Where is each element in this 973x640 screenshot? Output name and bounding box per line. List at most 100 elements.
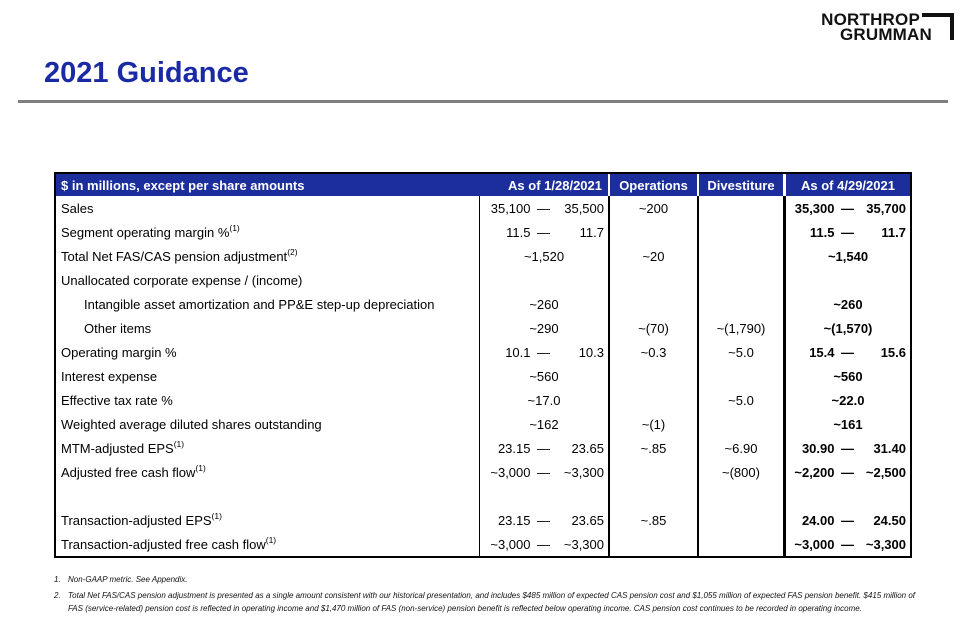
- range-dash: —: [841, 200, 854, 216]
- range-low-value: 10.1: [505, 344, 531, 360]
- cell-as-of-4-29-2021: [783, 268, 910, 292]
- range-dash: —: [537, 536, 550, 552]
- cell-as-of-4-29-2021: 15.4 — 15.6: [783, 340, 910, 364]
- range-dash: —: [537, 512, 550, 528]
- row-label: Effective tax rate %: [56, 388, 479, 412]
- range-low-value: ~3,000: [490, 464, 531, 480]
- row-label-text: Other items: [84, 320, 152, 336]
- footnote-number: 2.: [54, 591, 61, 600]
- range-dash: —: [841, 344, 854, 360]
- cell-as-of-4-29-2021: 30.90 — 31.40: [783, 436, 910, 460]
- range-high-value: 31.40: [873, 440, 906, 456]
- guidance-table-body: Sales 35,100 — 35,500 ~200 35,300 — 35,700 Segme…: [56, 196, 910, 556]
- cell-value: ~5.0: [728, 344, 754, 360]
- cell-value: ~22.0: [831, 392, 865, 408]
- cell-value: ~1,540: [827, 248, 869, 264]
- cell-operations: ~(1): [608, 412, 697, 436]
- cell-operations: [608, 460, 697, 484]
- cell-divestiture: ~6.90: [697, 436, 783, 460]
- cell-divestiture: [697, 484, 783, 508]
- cell-divestiture: [697, 364, 783, 388]
- cell-divestiture: [697, 292, 783, 316]
- row-label-text: Transaction-adjusted EPS: [61, 512, 212, 528]
- range-low-value: 23.15: [497, 512, 531, 528]
- table-row: Unallocated corporate expense / (income): [56, 268, 910, 292]
- cell-operations: ~200: [608, 196, 697, 220]
- row-label-text: Interest expense: [61, 368, 158, 384]
- row-label-text: MTM-adjusted EPS: [61, 440, 174, 456]
- cell-as-of-4-29-2021: [783, 484, 910, 508]
- cell-value: ~17.0: [527, 392, 561, 408]
- cell-as-of-4-29-2021: ~1,540: [783, 244, 910, 268]
- range-dash: —: [537, 344, 550, 360]
- cell-as-of-1-28-2021: 35,100 — 35,500: [479, 196, 608, 220]
- range-low-value: 11.5: [506, 224, 531, 240]
- range-low-value: 35,300: [794, 200, 835, 216]
- cell-value: ~161: [833, 416, 863, 432]
- range-low-value: 35,100: [490, 200, 531, 216]
- guidance-table-header: $ in millions, except per share amounts …: [56, 174, 910, 196]
- range-dash: —: [537, 440, 550, 456]
- logo-bracket-icon: [922, 13, 954, 40]
- range-high-value: 11.7: [881, 224, 906, 240]
- row-label: MTM-adjusted EPS (1): [61, 439, 185, 456]
- row-label-text: Total Net FAS/CAS pension adjustment: [61, 248, 288, 264]
- cell-divestiture: [697, 412, 783, 436]
- footnotes: 1. Non-GAAP metric. See Appendix. 2. Tot…: [54, 573, 916, 618]
- cell-value: ~(1,570): [823, 320, 873, 336]
- row-label: Interest expense: [56, 364, 479, 388]
- cell-as-of-1-28-2021: ~3,000 — ~3,300: [479, 532, 608, 556]
- range-high-value: ~2,500: [865, 464, 906, 480]
- range-high-value: 23.65: [571, 440, 604, 456]
- table-row: Sales 35,100 — 35,500 ~200 35,300 — 35,700: [56, 196, 910, 220]
- cell-as-of-1-28-2021: 11.5 — 11.7: [479, 220, 608, 244]
- range-low-value: 23.15: [497, 440, 531, 456]
- range-low-value: 11.5: [809, 224, 835, 240]
- cell-value: ~(1,790): [716, 320, 766, 336]
- range-high-value: 15.6: [880, 344, 906, 360]
- cell-value: ~(70): [638, 320, 669, 336]
- logo-grumman-text: GRUMMAN: [839, 25, 932, 44]
- range-dash: —: [841, 536, 854, 552]
- cell-as-of-1-28-2021: ~162: [479, 412, 608, 436]
- table-row: Segment operating margin % (1) 11.5—11.7 11…: [56, 220, 910, 244]
- cell-value: ~20: [642, 248, 665, 264]
- range-high-value: 10.3: [578, 344, 604, 360]
- header-operations: Operations: [608, 174, 697, 196]
- table-spacer-row: [56, 484, 910, 508]
- cell-operations: [608, 364, 697, 388]
- footnote-number: 1.: [54, 575, 61, 584]
- row-label: Transaction-adjusted free cash flow (1): [61, 535, 277, 552]
- cell-as-of-1-28-2021: ~1,520: [479, 244, 608, 268]
- cell-value: ~(1): [641, 416, 666, 432]
- cell-value: ~260: [529, 296, 559, 312]
- cell-value: ~0.3: [640, 344, 667, 360]
- cell-operations: [608, 268, 697, 292]
- row-label: Segment operating margin % (1): [61, 223, 240, 240]
- cell-operations: ~(70): [608, 316, 697, 340]
- cell-operations: [608, 532, 697, 556]
- table-row: Interest expense ~560 ~560: [56, 364, 910, 388]
- cell-value: ~260: [833, 296, 863, 312]
- cell-operations: ~.85: [608, 436, 697, 460]
- cell-divestiture: [697, 196, 783, 220]
- title-divider: [18, 100, 948, 103]
- row-label-text: Segment operating margin %: [61, 224, 230, 240]
- range-dash: —: [841, 512, 854, 528]
- range-high-value: 35,700: [866, 200, 906, 216]
- cell-divestiture: [697, 532, 783, 556]
- range-low-value: 24.00: [801, 512, 835, 528]
- range-high-value: ~3,300: [865, 536, 906, 552]
- cell-as-of-1-28-2021: ~3,000 — ~3,300: [479, 460, 608, 484]
- guidance-table: $ in millions, except per share amounts …: [54, 172, 912, 558]
- page-title: 2021 Guidance: [44, 57, 249, 89]
- row-label: Intangible asset amortization and PP&E s…: [56, 292, 479, 316]
- cell-value: ~5.0: [728, 392, 754, 408]
- cell-as-of-4-29-2021: 35,300 — 35,700: [783, 196, 910, 220]
- header-divestiture: Divestiture: [697, 174, 783, 196]
- row-label-text: Unallocated corporate expense / (income): [61, 272, 303, 288]
- table-row: Other items ~290 ~(70) ~(1,790) ~(1,570): [56, 316, 910, 340]
- cell-operations: [608, 388, 697, 412]
- table-row: Transaction-adjusted EPS (1) 23.15 — 23.65 ~.…: [56, 508, 910, 532]
